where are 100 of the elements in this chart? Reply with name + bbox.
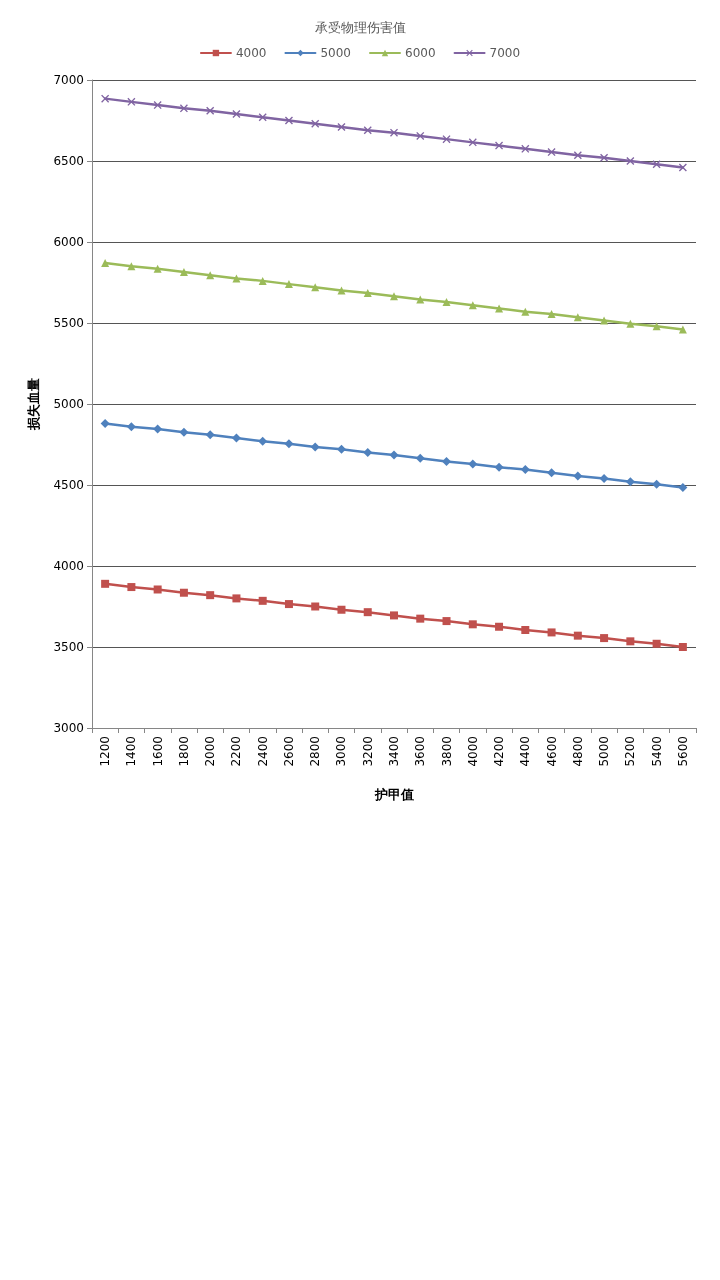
point <box>678 482 688 492</box>
x-tick-label: 1200 <box>98 736 113 767</box>
point <box>231 433 241 443</box>
x-tick-label: 3200 <box>360 736 375 767</box>
point <box>600 634 609 643</box>
point <box>547 310 556 319</box>
point <box>495 304 504 313</box>
point <box>363 448 373 458</box>
point <box>573 631 582 640</box>
point <box>600 153 609 162</box>
point <box>390 611 398 620</box>
point <box>337 122 346 131</box>
legend-title: 承受物理伤害值 <box>314 20 406 35</box>
point <box>284 280 293 289</box>
point <box>573 151 582 160</box>
point <box>232 110 241 119</box>
point <box>442 617 451 626</box>
y-tick-label: 3500 <box>53 640 84 654</box>
point <box>652 160 661 169</box>
point <box>100 418 110 428</box>
x-axis-title: 护甲值 <box>373 787 414 802</box>
x-tick-label: 1400 <box>124 736 139 767</box>
x-tick-label: 2000 <box>203 736 218 767</box>
point <box>625 477 635 487</box>
point <box>363 126 372 135</box>
legend-label: 5000 <box>320 46 352 60</box>
point <box>390 292 398 301</box>
x-tick-label: 5600 <box>675 736 690 767</box>
point <box>442 457 452 467</box>
point <box>468 620 477 629</box>
point <box>258 596 267 605</box>
point <box>678 643 687 651</box>
point <box>494 462 504 472</box>
point <box>389 450 399 460</box>
point <box>521 307 530 316</box>
point <box>310 442 320 452</box>
point <box>179 588 188 597</box>
point <box>311 119 320 128</box>
point <box>284 116 293 125</box>
point <box>626 319 635 328</box>
point <box>468 459 478 469</box>
point <box>521 625 530 634</box>
point <box>495 141 504 150</box>
point <box>232 594 241 603</box>
x-tick-label: 1600 <box>150 736 165 767</box>
x-tick-label: 4600 <box>544 736 559 767</box>
point <box>101 579 110 588</box>
point <box>126 422 136 432</box>
point <box>153 264 162 273</box>
point <box>258 436 268 446</box>
x-tick-label: 2200 <box>229 736 244 767</box>
x-tick-label: 3400 <box>387 736 401 767</box>
point <box>153 424 163 434</box>
point <box>153 101 162 110</box>
point <box>363 289 372 298</box>
point <box>521 144 530 153</box>
y-tick-label: 5000 <box>53 397 84 411</box>
point <box>495 622 504 631</box>
point <box>206 106 215 115</box>
point <box>626 157 635 165</box>
point <box>179 267 188 276</box>
x-tick-label: 3000 <box>334 736 349 767</box>
point <box>678 163 687 172</box>
point <box>415 453 425 463</box>
point <box>101 94 110 103</box>
y-tick-label: 7000 <box>53 73 84 87</box>
point <box>652 639 661 648</box>
point <box>284 600 293 609</box>
point <box>652 322 661 331</box>
x-tick-label: 5400 <box>649 736 664 767</box>
x-tick-label: 4200 <box>492 736 507 767</box>
x-tick-label: 5200 <box>623 736 638 767</box>
y-tick-label: 6500 <box>53 154 84 168</box>
x-tick-label: 2800 <box>308 736 323 767</box>
x-tick-label: 4800 <box>570 736 585 767</box>
x-tick-label: 4400 <box>518 736 533 767</box>
point <box>390 128 398 137</box>
legend-label: 7000 <box>489 46 521 60</box>
y-tick-label: 5500 <box>53 316 84 330</box>
point <box>573 471 583 481</box>
point <box>179 104 188 113</box>
y-tick-label: 4500 <box>53 478 84 492</box>
x-tick-label: 2600 <box>281 736 296 767</box>
point <box>547 148 556 157</box>
point <box>127 97 136 106</box>
point <box>416 295 425 304</box>
point <box>179 427 189 437</box>
point <box>337 286 346 295</box>
point <box>311 602 320 611</box>
legend-label: 4000 <box>235 46 267 60</box>
x-tick-label: 4000 <box>465 736 480 767</box>
point <box>599 474 609 484</box>
point <box>337 605 346 614</box>
point <box>626 637 635 646</box>
point <box>258 113 267 122</box>
x-tick-label: 3600 <box>413 736 428 767</box>
point <box>547 628 556 637</box>
point <box>206 591 215 600</box>
x-tick-label: 2400 <box>255 736 270 767</box>
point <box>205 430 215 440</box>
